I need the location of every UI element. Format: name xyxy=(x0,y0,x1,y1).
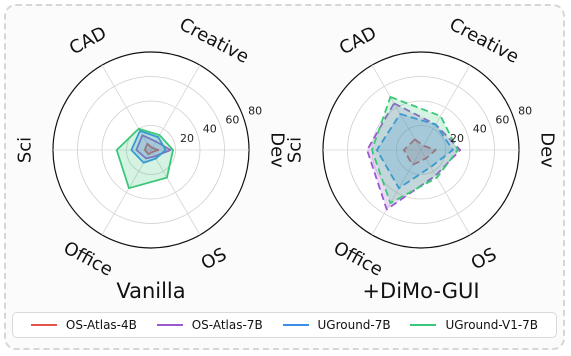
r-tick-label: 20 xyxy=(450,132,464,145)
series-os-atlas-4b xyxy=(143,142,160,156)
category-label-os: OS xyxy=(198,244,230,275)
category-label-office: Office xyxy=(330,238,386,281)
panel-title: Vanilla xyxy=(116,279,185,303)
category-label-cad: CAD xyxy=(336,23,380,60)
category-label-dev: Dev xyxy=(267,132,288,168)
grid-spoke xyxy=(371,64,422,151)
category-label-sci: Sci xyxy=(285,137,306,163)
grid-spoke xyxy=(150,149,201,236)
legend-label: OS-Atlas-7B xyxy=(191,318,263,332)
grid-spoke xyxy=(101,149,152,236)
grid-spoke xyxy=(420,149,471,236)
legend: OS-Atlas-4B OS-Atlas-7B UGround-7B UGround-… xyxy=(12,312,557,338)
series-uground-7b xyxy=(130,130,167,164)
legend-item-os-atlas-7b: OS-Atlas-7B xyxy=(156,318,263,332)
category-label-sci: Sci xyxy=(15,137,36,163)
grid-spoke xyxy=(420,64,471,151)
r-tick-label: 20 xyxy=(180,132,194,145)
legend-label: UGround-7B xyxy=(317,318,391,332)
series-uground-7b xyxy=(375,113,454,190)
legend-label: OS-Atlas-4B xyxy=(65,318,137,332)
legend-label: UGround-V1-7B xyxy=(445,318,539,332)
category-label-office: Office xyxy=(60,238,116,281)
category-label-cad: CAD xyxy=(66,23,110,60)
r-tick-label: 60 xyxy=(225,114,239,127)
legend-item-uground-7b: UGround-7B xyxy=(282,318,391,332)
r-tick-label: 80 xyxy=(248,104,262,117)
legend-swatch xyxy=(282,324,309,326)
r-tick-label: 40 xyxy=(203,123,217,136)
legend-swatch xyxy=(156,324,183,326)
r-tick-label: 60 xyxy=(495,114,509,127)
legend-item-os-atlas-4b: OS-Atlas-4B xyxy=(30,318,137,332)
legend-swatch xyxy=(410,324,437,326)
category-label-dev: Dev xyxy=(537,132,558,168)
legend-item-uground-v1-7b: UGround-V1-7B xyxy=(410,318,538,332)
r-tick-label: 40 xyxy=(473,123,487,136)
series-uground-v1-7b xyxy=(371,96,459,204)
r-tick-label: 80 xyxy=(518,104,532,117)
category-label-os: OS xyxy=(468,244,500,275)
panel-title: +DiMo-GUI xyxy=(362,279,479,303)
series-uground-v1-7b xyxy=(115,127,174,190)
series-os-atlas-4b xyxy=(402,138,437,166)
legend-swatch xyxy=(30,324,57,326)
